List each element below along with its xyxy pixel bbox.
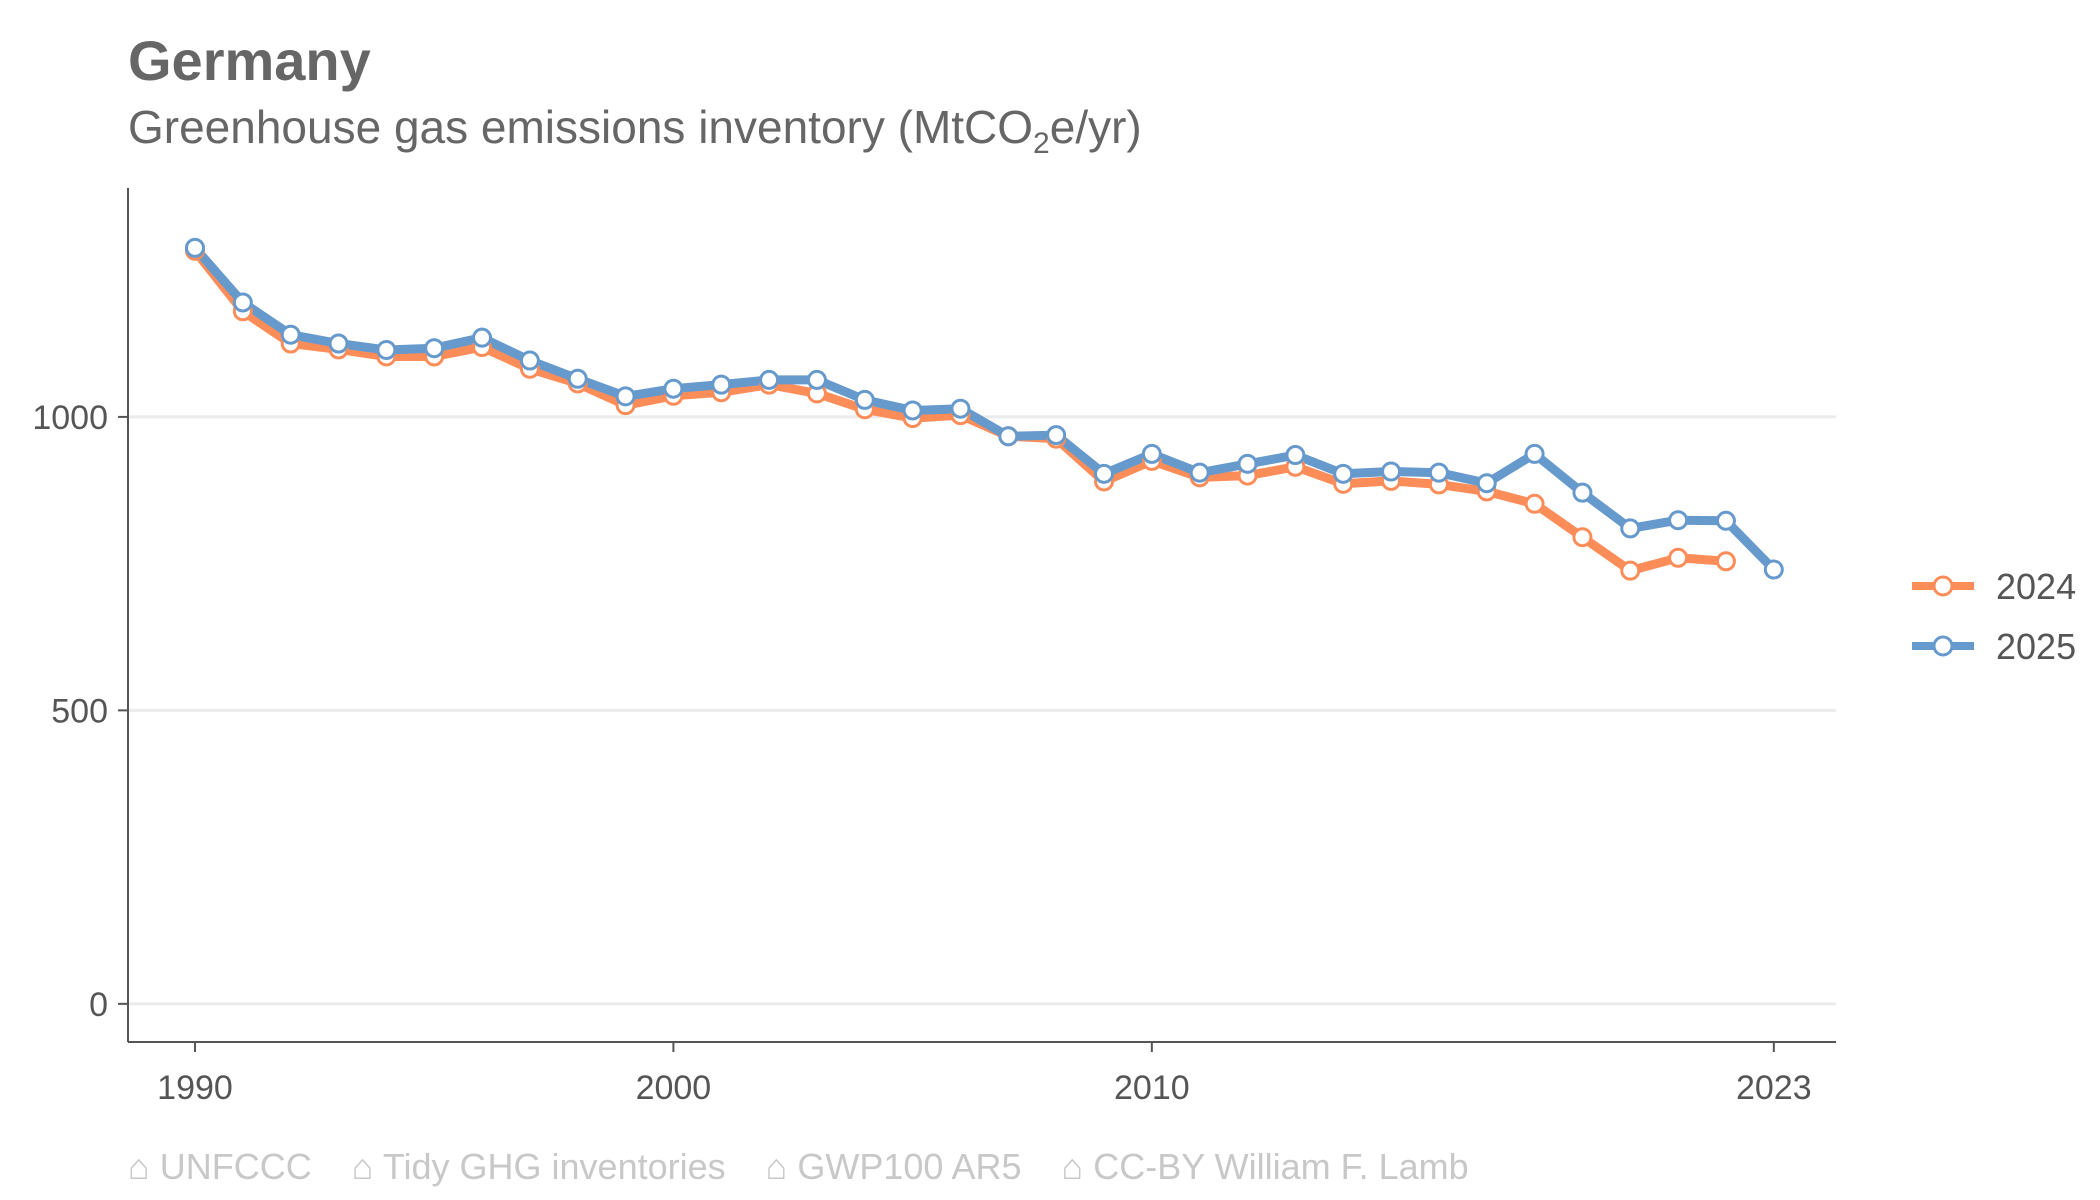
data-point-2025 — [184, 237, 205, 258]
data-point-2025 — [902, 400, 923, 421]
data-point-2025 — [806, 369, 827, 390]
legend: 2024 2025 — [1912, 566, 2076, 667]
data-point-2025 — [1189, 462, 1210, 483]
caption-source-unfccc: ⌂ UNFCCC — [128, 1146, 312, 1187]
caption-license: ⌂ CC-BY William F. Lamb — [1061, 1146, 1469, 1187]
data-point-2025 — [998, 426, 1019, 447]
chart-title: Germany — [128, 29, 371, 92]
data-point-2025 — [1668, 510, 1689, 531]
legend-key-marker-2024 — [1932, 575, 1954, 597]
data-point-2025 — [567, 368, 588, 389]
data-point-2025 — [328, 333, 349, 354]
y-tick-label: 1000 — [32, 399, 108, 437]
legend-label: 2024 — [1996, 566, 2076, 607]
data-point-2025 — [472, 327, 493, 348]
x-tick-label: 1990 — [157, 1069, 233, 1107]
subtitle-tail: e/yr) — [1049, 101, 1142, 153]
data-point-2025 — [1237, 453, 1258, 474]
data-point-2025 — [615, 386, 636, 407]
caption-metric: ⌂ GWP100 AR5 — [765, 1146, 1022, 1187]
data-point-2025 — [1428, 462, 1449, 483]
chart-subtitle: Greenhouse gas emissions inventory (MtCO… — [128, 100, 1142, 161]
data-point-2025 — [854, 389, 875, 410]
legend-key-marker-2025 — [1932, 635, 1954, 657]
data-point-2024 — [1668, 547, 1689, 568]
data-point-2025 — [711, 374, 732, 395]
data-point-2025 — [519, 350, 540, 371]
data-point-2025 — [1285, 445, 1306, 466]
data-point-2025 — [1046, 425, 1067, 446]
data-point-2025 — [1572, 482, 1593, 503]
subtitle-main: Greenhouse gas emissions inventory (MtCO — [128, 101, 1034, 153]
data-point-2024 — [1715, 551, 1736, 572]
data-point-2025 — [232, 292, 253, 313]
data-point-2025 — [1381, 461, 1402, 482]
data-point-2025 — [376, 339, 397, 360]
y-tick-label: 0 — [89, 986, 108, 1024]
data-point-2025 — [280, 324, 301, 345]
data-point-2025 — [424, 338, 445, 359]
data-point-2025 — [1094, 463, 1114, 484]
caption-source-tidy: ⌂ Tidy GHG inventories — [351, 1146, 726, 1187]
data-point-2025 — [1763, 559, 1784, 580]
gridlines — [128, 415, 1836, 1006]
data-point-2025 — [759, 369, 780, 390]
data-point-2024 — [1524, 493, 1545, 514]
data-point-2025 — [1476, 473, 1497, 494]
y-tick-label: 500 — [51, 692, 108, 730]
caption: ⌂ UNFCCC ⌂ Tidy GHG inventories ⌂ GWP100… — [128, 1146, 1499, 1188]
x-tick-label: 2000 — [636, 1069, 712, 1107]
legend-label: 2025 — [1996, 626, 2076, 667]
x-tick-label: 2010 — [1114, 1069, 1190, 1107]
tick-labels: 0 500 1000 1990 2000 2010 2023 — [32, 399, 1811, 1107]
data-point-2025 — [663, 378, 684, 399]
subtitle-subscript: 2 — [1033, 127, 1050, 161]
data-point-2024 — [1620, 560, 1641, 581]
data-point-2024 — [1572, 527, 1593, 548]
axes — [127, 188, 1836, 1043]
data-point-2025 — [1715, 510, 1736, 531]
data-point-2025 — [1141, 443, 1162, 464]
series-group — [184, 237, 1784, 581]
data-point-2025 — [1620, 518, 1641, 539]
data-point-2025 — [1333, 463, 1354, 484]
data-point-2025 — [1524, 443, 1545, 464]
series-line-2025 — [190, 243, 1779, 574]
data-point-2025 — [950, 398, 971, 419]
x-tick-label: 2023 — [1736, 1069, 1812, 1107]
